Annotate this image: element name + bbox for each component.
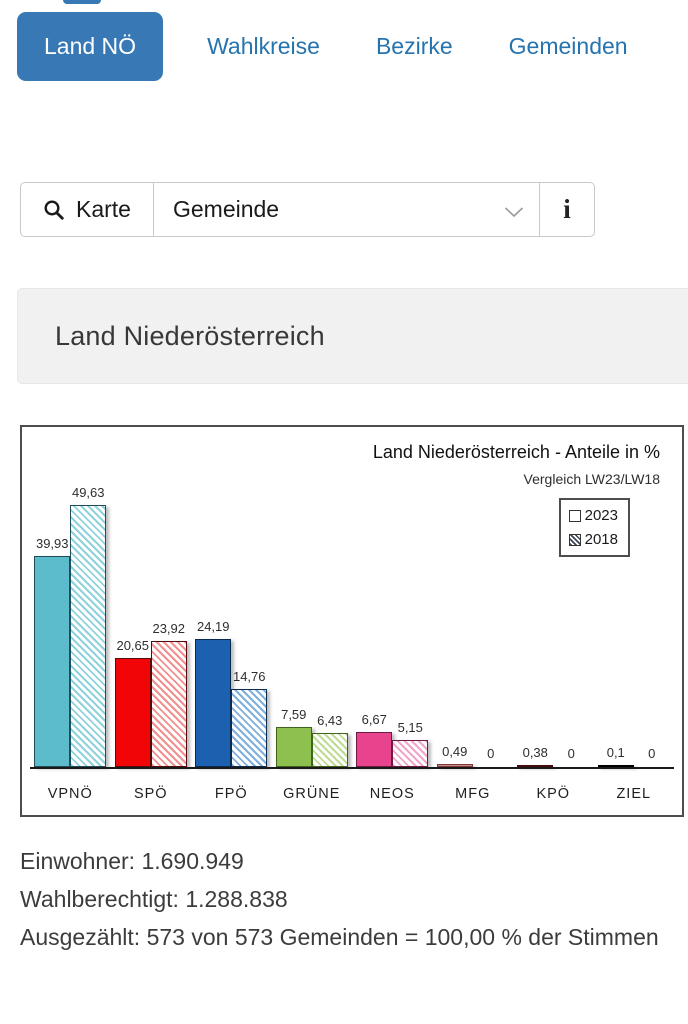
chart-legend: 2023 2018 [558,498,630,557]
bar-2018-VPNÖ: 49,63 [70,485,107,767]
x-axis-line [30,767,674,769]
bar-value-2018-SPÖ: 23,92 [152,620,186,636]
bar-value-2018-NEOS: 5,15 [397,719,423,735]
bar-group-SPÖ: 20,65 23,92 [111,505,192,767]
x-axis-label-GRÜNE: GRÜNE [283,786,341,802]
bar-2018-GRÜNE: 6,43 [311,713,348,767]
bar-2023-KPÖ: 0,38 [517,745,554,767]
bar-2023-GRÜNE: 7,59 [275,707,312,767]
bar-value-2018-KPÖ: 0 [567,746,575,761]
bar-group-VPNÖ: 39,93 49,63 [30,485,111,767]
karte-button[interactable]: Karte [21,183,153,236]
bar-group-MFG: 0,49 0 [433,505,514,767]
scrolled-button-artifact [63,0,101,4]
karte-button-label: Karte [76,196,131,222]
bar-group-KPÖ: 0,38 0 [513,505,594,767]
bar-group-ZIEL: 0,1 0 [594,505,675,767]
legend-item-2023: 2023 [568,507,618,524]
bar-value-2023-MFG: 0,49 [442,744,468,760]
legend-label-2018: 2018 [584,531,618,548]
page-title: Land Niederösterreich [55,320,325,351]
x-axis-label-ZIEL: ZIEL [616,786,652,802]
x-axis-labels: VPNÖ SPÖ FPÖ GRÜNE NEOS MFG KPÖ ZIEL [30,786,674,802]
results-chart: Land Niederösterreich - Anteile in % Ver… [20,425,684,817]
legend-swatch-2023 [568,509,581,522]
bar-value-2023-ZIEL: 0,1 [606,745,625,760]
search-icon [43,199,65,221]
bar-2023-SPÖ: 20,65 [114,638,151,767]
x-axis-label-SPÖ: SPÖ [133,786,168,802]
info-button[interactable]: i [539,183,594,236]
tab-bar: Land NÖ Wahlkreise Bezirke Gemeinden [17,12,682,81]
x-axis-label-NEOS: NEOS [369,786,415,802]
bar-value-2018-FPÖ: 14,76 [232,669,266,685]
tab-bezirke[interactable]: Bezirke [375,33,453,59]
bar-value-2023-VPNÖ: 39,93 [35,536,69,552]
bar-value-2018-GRÜNE: 6,43 [317,713,343,729]
level-select-value: Gemeinde [172,196,280,222]
stat-einwohner: Einwohner: 1.690.949 [20,848,244,874]
x-axis-label-KPÖ: KPÖ [536,786,571,802]
plot-area: 39,93 49,63 20,65 23,92 24,19 14,76 7,59 6,43 6,… [30,485,675,767]
bar-value-2023-NEOS: 6,67 [361,711,387,727]
bar-2018-SPÖ: 23,92 [150,621,187,767]
tab-gemeinden[interactable]: Gemeinden [508,33,628,59]
stat-ausgezaehlt: Ausgezählt: 573 von 573 Gemeinden = 100,… [20,924,659,950]
x-axis-label-MFG: MFG [455,786,491,802]
bar-2023-NEOS: 6,67 [356,712,393,767]
chart-title: Land Niederösterreich - Anteile in % [372,442,660,462]
bar-2018-FPÖ: 14,76 [231,669,268,767]
legend-label-2023: 2023 [584,507,618,524]
bar-value-2018-VPNÖ: 49,63 [71,484,105,500]
region-header: Land Niederösterreich [17,288,688,384]
bar-value-2023-FPÖ: 24,19 [196,619,230,635]
level-select[interactable]: Gemeinde [152,183,539,236]
bar-2023-FPÖ: 24,19 [195,619,232,767]
bar-2023-VPNÖ: 39,93 [34,536,71,767]
tab-wahlkreise[interactable]: Wahlkreise [207,33,320,59]
bar-value-2023-KPÖ: 0,38 [522,745,548,760]
info-icon: i [563,194,571,224]
bar-value-2018-ZIEL: 0 [648,746,656,761]
legend-swatch-2018 [568,533,581,546]
legend-item-2018: 2018 [568,531,618,548]
chevron-down-icon [504,196,524,223]
tab-land-noe[interactable]: Land NÖ [17,12,164,81]
bar-group-GRÜNE: 7,59 6,43 [272,505,353,767]
map-toolbar: Karte Gemeinde i [20,182,595,237]
bar-value-2018-MFG: 0 [487,746,495,761]
bar-value-2023-SPÖ: 20,65 [116,637,150,653]
bar-2023-ZIEL: 0,1 [597,745,634,767]
bar-value-2023-GRÜNE: 7,59 [281,706,307,722]
stat-wahlberechtigt: Wahlberechtigt: 1.288.838 [20,886,288,912]
summary-stats: Einwohner: 1.690.949 Wahlberechtigt: 1.2… [20,842,666,956]
x-axis-label-FPÖ: FPÖ [214,786,248,802]
chart-subtitle: Vergleich LW23/LW18 [523,471,660,487]
bar-group-NEOS: 6,67 5,15 [352,505,433,767]
bar-group-FPÖ: 24,19 14,76 [191,505,272,767]
x-axis-label-VPNÖ: VPNÖ [47,786,93,802]
bar-2023-MFG: 0,49 [436,744,473,767]
bar-2018-NEOS: 5,15 [392,720,429,767]
